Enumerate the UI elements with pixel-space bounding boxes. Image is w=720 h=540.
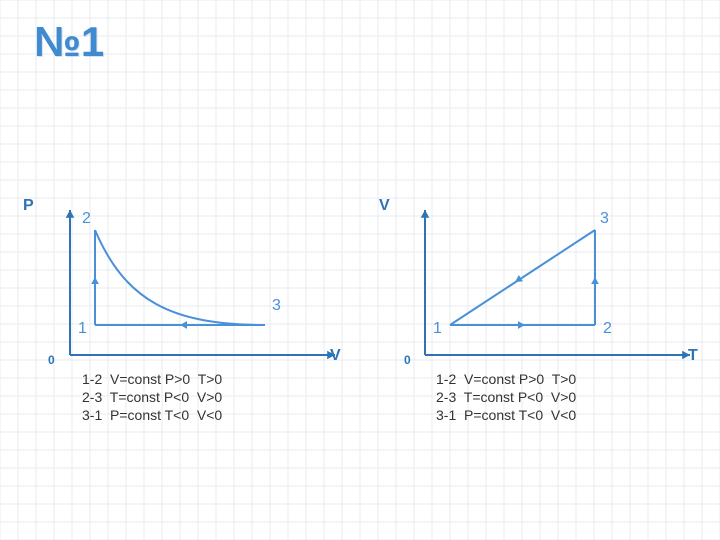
svg-text:1: 1: [78, 320, 87, 337]
svg-text:1: 1: [433, 320, 442, 337]
page-title: №1: [34, 18, 104, 66]
pv-diagram: 1 2 3: [40, 205, 340, 380]
svg-text:2: 2: [603, 320, 612, 337]
vt-origin-label: 0: [404, 353, 411, 367]
pv-y-axis-label: P: [23, 197, 34, 215]
pv-origin-label: 0: [48, 353, 55, 367]
pv-caption: 1-2 V=const P>0 T>0 2-3 T=const P<0 V>0 …: [82, 370, 222, 425]
vt-x-axis-label: T: [688, 347, 698, 365]
vt-diagram: 1 2 3: [395, 205, 695, 380]
stage: №1 1 2 3 P V 0 1-2 V=const P>0 T>0 2-3 T=c…: [0, 0, 720, 540]
svg-text:3: 3: [600, 210, 609, 227]
vt-caption: 1-2 V=const P>0 T>0 2-3 T=const P<0 V>0 …: [436, 370, 576, 425]
vt-y-axis-label: V: [379, 197, 390, 215]
pv-x-axis-label: V: [330, 347, 341, 365]
svg-text:3: 3: [272, 297, 281, 314]
svg-text:2: 2: [82, 210, 91, 227]
